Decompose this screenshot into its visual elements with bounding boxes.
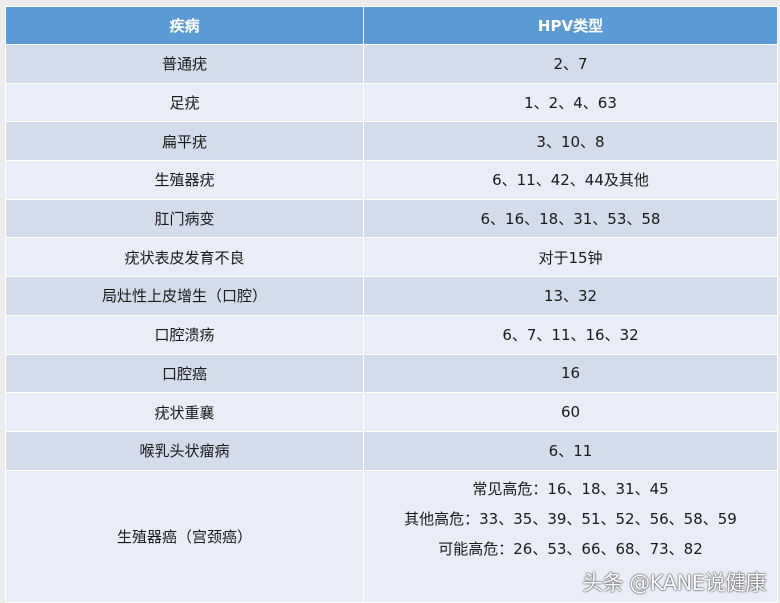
hpv-types-cell: 3、10、8 — [363, 121, 778, 162]
table-row: 生殖器疣 6、11、42、44及其他 — [5, 160, 778, 200]
hpv-types-cell: 6、11、42、44及其他 — [363, 160, 778, 200]
hpv-types-cell: 2、7 — [363, 44, 778, 84]
disease-cell: 生殖器疣 — [5, 160, 364, 200]
disease-cell: 生殖器癌（宫颈癌） — [5, 469, 364, 603]
hpv-types-cell: 60 — [363, 392, 778, 432]
hpv-types-cell: 16 — [363, 353, 778, 394]
table-row: 喉乳头状瘤病 6、11 — [5, 430, 778, 471]
table-row: 口腔癌 16 — [5, 353, 778, 394]
hpv-types-cell: 6、11 — [363, 430, 778, 471]
disease-cell: 疣状重襄 — [5, 392, 364, 432]
disease-cell: 喉乳头状瘤病 — [5, 430, 364, 471]
hpv-types-cell: 13、32 — [363, 276, 778, 316]
table-row: 生殖器癌（宫颈癌） 常见高危：16、18、31、45 其他高危：33、35、39、5… — [5, 469, 778, 603]
risk-line: 可能高危：26、53、66、68、73、82 — [438, 539, 703, 558]
hpv-types-cell: 6、16、18、31、53、58 — [363, 198, 778, 239]
table-row: 普通疣 2、7 — [5, 44, 778, 84]
hpv-types-cell: 1、2、4、63 — [363, 82, 778, 123]
table-row: 疣状表皮发育不良 对于15钟 — [5, 237, 778, 278]
disease-cell: 局灶性上皮增生（口腔） — [5, 276, 364, 316]
disease-cell: 肛门病变 — [5, 198, 364, 239]
risk-line: 常见高危：16、18、31、45 — [472, 479, 669, 498]
table-row: 扁平疣 3、10、8 — [5, 121, 778, 162]
disease-cell: 扁平疣 — [5, 121, 364, 162]
table-row: 局灶性上皮增生（口腔） 13、32 — [5, 276, 778, 316]
hpv-types-cell: 常见高危：16、18、31、45 其他高危：33、35、39、51、52、56、5… — [363, 469, 778, 603]
risk-line: 其他高危：33、35、39、51、52、56、58、59 — [404, 509, 737, 528]
table-header: 疾病 HPV类型 — [5, 6, 778, 45]
disease-cell: 普通疣 — [5, 44, 364, 84]
disease-cell: 疣状表皮发育不良 — [5, 237, 364, 278]
watermark: 头条 @KANE说健康 — [582, 571, 766, 595]
hpv-types-cell: 6、7、11、16、32 — [363, 314, 778, 355]
disease-cell: 口腔癌 — [5, 353, 364, 394]
disease-cell: 口腔溃疡 — [5, 314, 364, 355]
disease-cell: 足疣 — [5, 82, 364, 123]
table-row: 疣状重襄 60 — [5, 392, 778, 432]
hpv-types-cell: 对于15钟 — [363, 237, 778, 278]
table-row: 足疣 1、2、4、63 — [5, 82, 778, 123]
table-row: 肛门病变 6、16、18、31、53、58 — [5, 198, 778, 239]
hpv-table: 疾病 HPV类型 普通疣 2、7 足疣 1、2、4、63 扁平疣 3、10、8 生殖器疣 6、… — [5, 6, 778, 603]
header-hpv-type: HPV类型 — [363, 6, 778, 45]
table-row: 口腔溃疡 6、7、11、16、32 — [5, 314, 778, 355]
header-disease: 疾病 — [5, 6, 364, 45]
